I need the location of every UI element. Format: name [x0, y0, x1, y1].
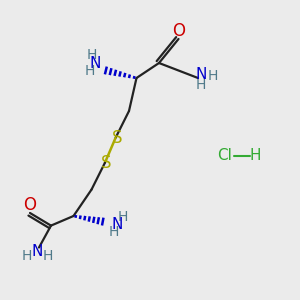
Text: Cl: Cl: [217, 148, 232, 164]
Text: S: S: [112, 129, 122, 147]
Text: H: H: [109, 225, 119, 239]
Text: H: H: [43, 250, 53, 263]
Text: H: H: [118, 210, 128, 224]
Text: O: O: [172, 22, 185, 40]
Text: S: S: [101, 154, 112, 172]
Text: H: H: [86, 49, 97, 62]
Text: N: N: [111, 217, 123, 232]
Text: H: H: [85, 64, 95, 78]
Text: H: H: [22, 250, 32, 263]
Text: H: H: [249, 148, 261, 164]
Text: N: N: [195, 67, 207, 82]
Text: N: N: [32, 244, 43, 259]
Text: H: H: [208, 69, 218, 82]
Text: O: O: [23, 196, 37, 214]
Text: H: H: [196, 78, 206, 92]
Text: N: N: [90, 56, 101, 70]
